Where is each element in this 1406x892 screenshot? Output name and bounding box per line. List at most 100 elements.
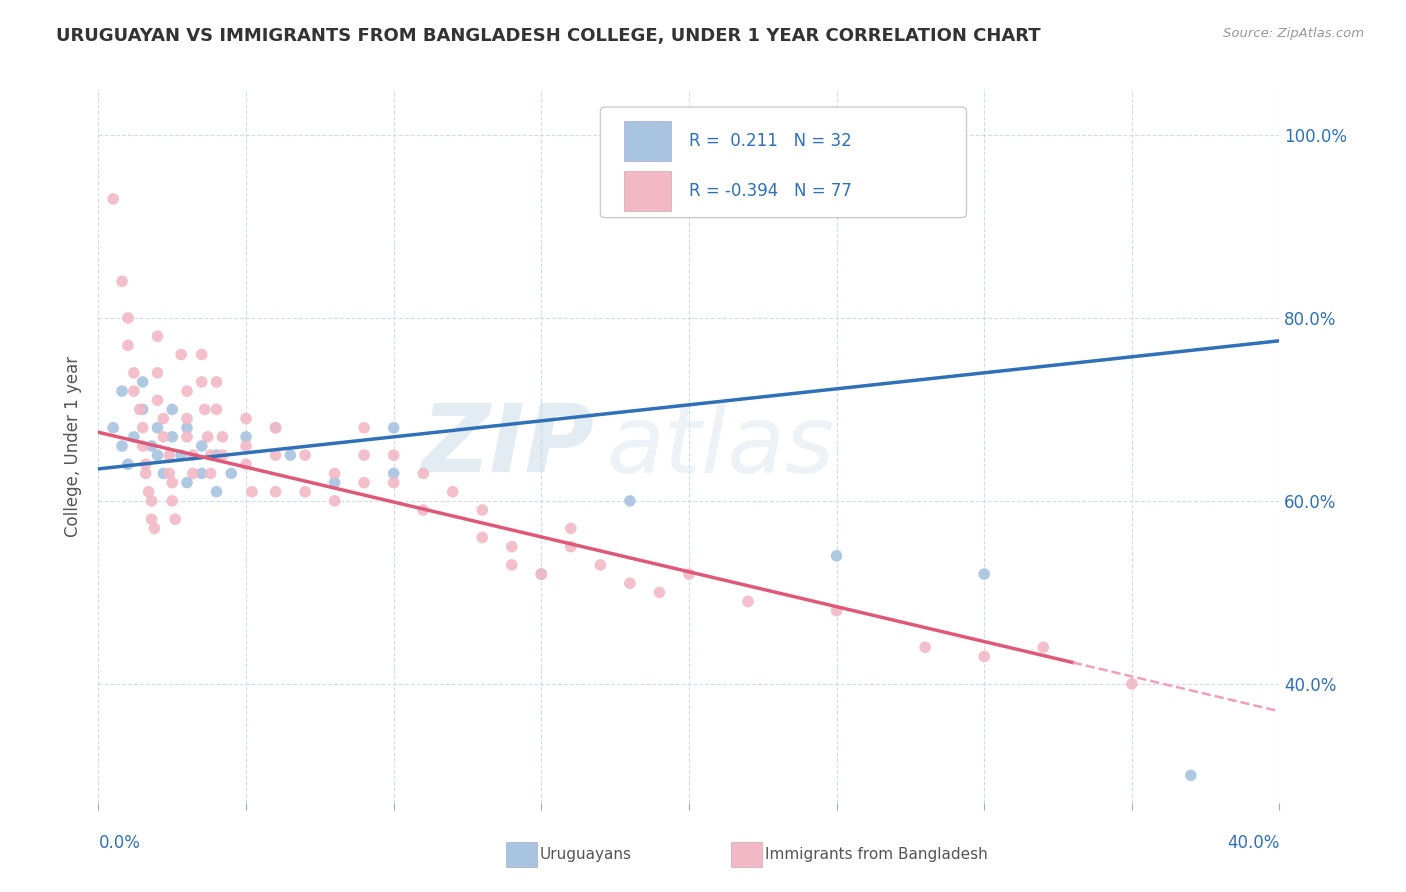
Point: [176, 430, 198, 444]
Point: [141, 512, 163, 526]
Point: [412, 467, 434, 481]
Point: [235, 430, 257, 444]
Point: [111, 439, 134, 453]
Point: [152, 467, 174, 481]
Y-axis label: College, Under 1 year: College, Under 1 year: [63, 355, 82, 537]
Point: [128, 402, 150, 417]
Bar: [624, 121, 671, 161]
Point: [471, 503, 494, 517]
Point: [200, 467, 222, 481]
Point: [162, 430, 183, 444]
Point: [143, 521, 166, 535]
Point: [135, 467, 157, 481]
Point: [648, 585, 671, 599]
Point: [146, 329, 169, 343]
Point: [382, 475, 405, 490]
Text: 0.0%: 0.0%: [98, 834, 141, 852]
Point: [211, 448, 233, 462]
Point: [157, 448, 180, 462]
Point: [619, 494, 641, 508]
Point: [1180, 768, 1202, 782]
Point: [191, 439, 214, 453]
Point: [353, 475, 375, 490]
Point: [132, 420, 155, 434]
Point: [205, 484, 228, 499]
Point: [152, 411, 174, 425]
Point: [235, 411, 257, 425]
Point: [122, 430, 145, 444]
Point: [111, 274, 134, 288]
Point: [264, 448, 287, 462]
Text: R =  0.211   N = 32: R = 0.211 N = 32: [689, 132, 852, 150]
Point: [264, 484, 287, 499]
Point: [117, 310, 139, 325]
Point: [382, 420, 405, 434]
Point: [530, 567, 553, 582]
Point: [1121, 677, 1143, 691]
Point: [560, 521, 582, 535]
FancyBboxPatch shape: [600, 107, 966, 218]
Point: [235, 439, 257, 453]
Point: [501, 558, 523, 572]
Text: atlas: atlas: [606, 401, 835, 491]
Point: [138, 484, 160, 499]
Point: [191, 347, 214, 361]
Point: [200, 448, 222, 462]
Point: [162, 475, 183, 490]
Point: [1032, 640, 1054, 655]
Point: [825, 549, 848, 563]
Point: [135, 458, 157, 472]
Point: [165, 512, 187, 526]
Point: [191, 375, 214, 389]
Point: [146, 448, 169, 462]
Text: Source: ZipAtlas.com: Source: ZipAtlas.com: [1223, 27, 1364, 40]
Point: [157, 467, 180, 481]
Point: [132, 375, 155, 389]
Point: [176, 475, 198, 490]
Point: [323, 467, 346, 481]
Text: URUGUAYAN VS IMMIGRANTS FROM BANGLADESH COLLEGE, UNDER 1 YEAR CORRELATION CHART: URUGUAYAN VS IMMIGRANTS FROM BANGLADESH …: [56, 27, 1040, 45]
Point: [103, 192, 125, 206]
Point: [152, 430, 174, 444]
Point: [737, 594, 759, 608]
Point: [471, 531, 494, 545]
Point: [122, 366, 145, 380]
Point: [205, 375, 228, 389]
Point: [914, 640, 936, 655]
Point: [382, 467, 405, 481]
Text: ZIP: ZIP: [422, 400, 595, 492]
Point: [117, 338, 139, 352]
Point: [323, 475, 346, 490]
Text: Immigrants from Bangladesh: Immigrants from Bangladesh: [765, 847, 987, 862]
Point: [589, 558, 612, 572]
Text: Uruguayans: Uruguayans: [540, 847, 631, 862]
Point: [441, 484, 464, 499]
Point: [825, 604, 848, 618]
Point: [191, 467, 214, 481]
Point: [235, 458, 257, 472]
Point: [146, 420, 169, 434]
Point: [176, 384, 198, 398]
Point: [141, 439, 163, 453]
Point: [973, 567, 995, 582]
Point: [132, 439, 155, 453]
Point: [117, 458, 139, 472]
Point: [176, 411, 198, 425]
Point: [264, 420, 287, 434]
Point: [162, 494, 183, 508]
Point: [278, 448, 302, 462]
Point: [181, 448, 204, 462]
Point: [412, 503, 434, 517]
Point: [501, 540, 523, 554]
Point: [205, 448, 228, 462]
Point: [264, 420, 287, 434]
Point: [619, 576, 641, 591]
Point: [176, 420, 198, 434]
Point: [219, 467, 242, 481]
Point: [240, 484, 263, 499]
Point: [205, 402, 228, 417]
Text: R = -0.394   N = 77: R = -0.394 N = 77: [689, 182, 852, 200]
Point: [530, 567, 553, 582]
Point: [678, 567, 700, 582]
Point: [382, 448, 405, 462]
